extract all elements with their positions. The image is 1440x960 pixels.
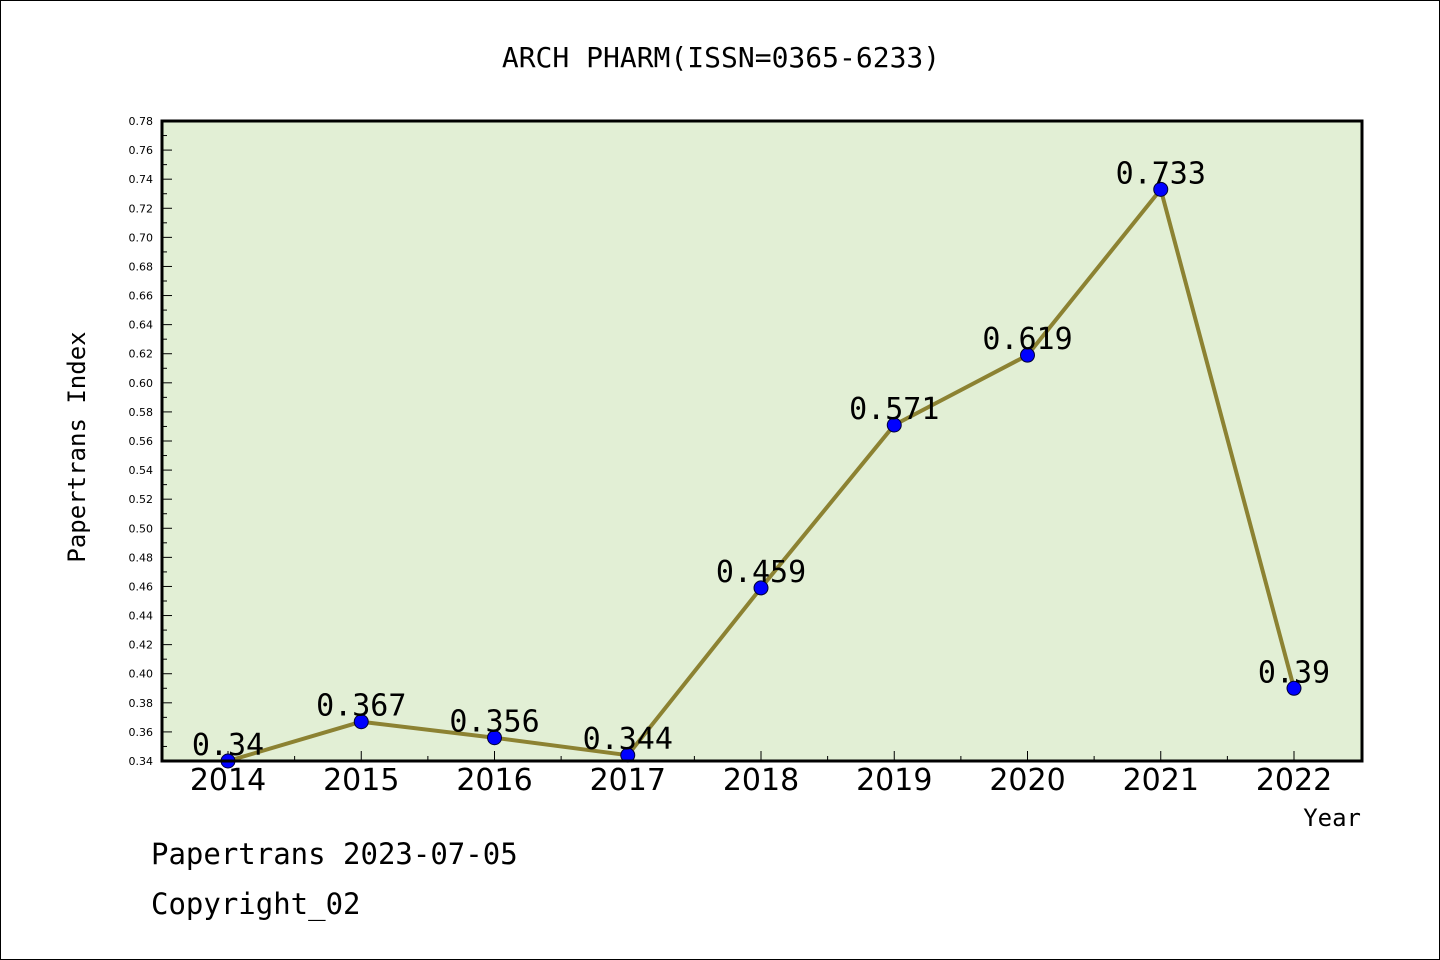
- y-tick-label: 0.38: [129, 697, 154, 710]
- plot-area: [162, 121, 1362, 761]
- data-point: [353, 714, 369, 730]
- data-label: 0.344: [583, 722, 673, 757]
- data-point: [1286, 680, 1302, 696]
- y-tick-label: 0.36: [129, 726, 154, 739]
- x-tick-label: 2018: [723, 763, 799, 798]
- x-axis-title: Year: [1303, 804, 1361, 832]
- y-tick-label: 0.46: [129, 580, 154, 593]
- chart-title: ARCH PHARM(ISSN=0365-6233): [502, 41, 940, 74]
- data-labels: 0.34 0.367 0.356 0.344 0.459 0.571 0.619 0.733 0…: [192, 156, 1330, 763]
- x-tick-label: 2021: [1123, 763, 1199, 798]
- y-tick-label: 0.60: [129, 377, 154, 390]
- x-tick-label: 2014: [190, 763, 266, 798]
- y-axis-ticks: 0.34 0.36 0.38 0.40 0.42 0.44 0.46 0.48 0.50 0.52…: [129, 115, 172, 768]
- y-tick-label: 0.72: [129, 202, 154, 215]
- y-tick-label: 0.64: [129, 319, 154, 332]
- y-tick-label: 0.66: [129, 290, 154, 303]
- y-tick-label: 0.58: [129, 406, 154, 419]
- y-axis-title: Papertrans Index: [63, 331, 91, 562]
- x-tick-label: 2017: [590, 763, 666, 798]
- y-tick-label: 0.54: [129, 464, 154, 477]
- y-tick-label: 0.62: [129, 348, 154, 361]
- y-tick-label: 0.68: [129, 260, 154, 273]
- x-tick-label: 2015: [323, 763, 399, 798]
- footer-copyright: Copyright_02: [151, 887, 361, 921]
- plot-border: [160, 119, 1364, 763]
- y-tick-label: 0.44: [129, 610, 154, 623]
- y-tick-label: 0.70: [129, 231, 154, 244]
- x-tick-label: 2020: [989, 763, 1065, 798]
- y-tick-label: 0.52: [129, 493, 154, 506]
- y-tick-label: 0.50: [129, 522, 154, 535]
- data-label: 0.733: [1116, 156, 1206, 191]
- data-label: 0.39: [1258, 655, 1330, 690]
- data-point: [487, 730, 502, 746]
- footer-date: Papertrans 2023-07-05: [151, 837, 518, 871]
- y-tick-label: 0.78: [129, 115, 154, 128]
- y-tick-label: 0.76: [129, 144, 154, 157]
- x-axis-ticks: 2014 2015 2016 2017 2018 2019 2020 2021 2022: [190, 751, 1332, 798]
- data-point: [1153, 181, 1169, 197]
- y-tick-label: 0.34: [129, 755, 154, 768]
- y-tick-label: 0.42: [129, 639, 154, 652]
- x-tick-label: 2019: [856, 763, 932, 798]
- x-tick-label: 2022: [1256, 763, 1332, 798]
- y-tick-label: 0.40: [129, 668, 154, 681]
- data-point: [1020, 347, 1035, 363]
- data-point: [886, 417, 902, 433]
- data-label: 0.367: [316, 689, 406, 724]
- data-label: 0.34: [192, 728, 264, 763]
- x-tick-label: 2016: [456, 763, 532, 798]
- data-label: 0.619: [982, 322, 1072, 357]
- data-label: 0.459: [716, 555, 806, 590]
- data-label: 0.356: [449, 705, 539, 740]
- data-label: 0.571: [849, 392, 939, 427]
- y-tick-label: 0.48: [129, 551, 154, 564]
- y-tick-label: 0.56: [129, 435, 154, 448]
- y-tick-label: 0.74: [129, 173, 154, 186]
- data-point: [753, 580, 769, 596]
